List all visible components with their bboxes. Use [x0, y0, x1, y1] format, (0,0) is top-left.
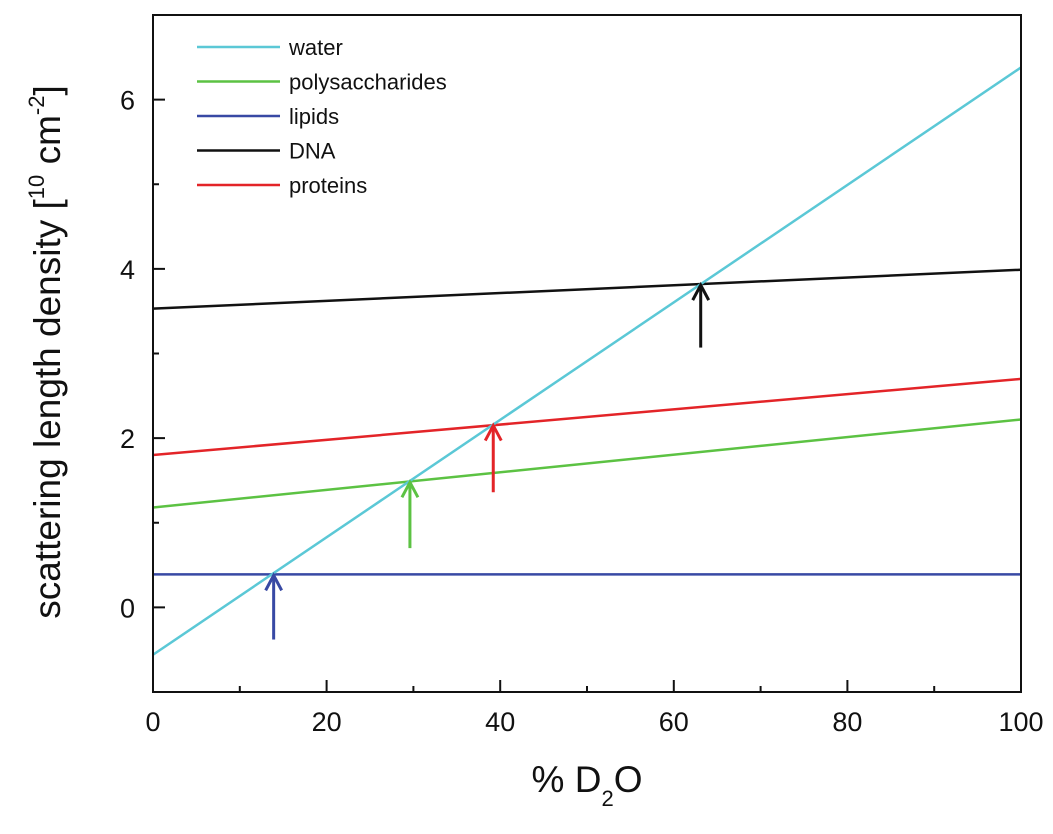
tick-layer: 0 20 40 60 80 100 0 2 4 6 [120, 14, 1044, 737]
y-tick-label: 0 [120, 593, 135, 623]
y-axis-title-unit: cm [27, 115, 68, 175]
legend-label-water: water [288, 35, 343, 60]
x-tick-label: 0 [145, 707, 160, 737]
x-axis-title-subscript: 2 [601, 786, 613, 811]
series-layer [152, 66, 1022, 656]
series-line-DNA [152, 268, 1022, 310]
series-line-polysaccharides [152, 418, 1022, 509]
legend-label-polysaccharides: polysaccharides [289, 70, 447, 95]
y-tick-label: 4 [120, 255, 135, 285]
x-tick-label: 80 [832, 707, 862, 737]
legend: water polysaccharides lipids DNA proteins [197, 35, 447, 198]
y-axis-title-main: scattering length density [ [27, 199, 68, 619]
arrow-head [483, 422, 503, 442]
x-axis-title-prefix: % D [532, 759, 602, 800]
series-line-water [152, 66, 1022, 656]
x-tick-label: 20 [312, 707, 342, 737]
legend-label-lipids: lipids [289, 104, 339, 129]
x-tick-label: 100 [998, 707, 1043, 737]
x-tick-label: 40 [485, 707, 515, 737]
y-axis-title-end: ] [27, 85, 68, 95]
annotation-layer [264, 281, 711, 640]
y-tick-label: 6 [120, 86, 135, 116]
y-tick-label: 2 [120, 424, 135, 454]
x-tick-label: 60 [659, 707, 689, 737]
arrow-head [400, 479, 420, 498]
x-axis-title-suffix: O [614, 759, 643, 800]
arrow-head [264, 572, 283, 592]
series-line-proteins [152, 377, 1022, 457]
arrow-head [691, 281, 711, 301]
y-axis-title: scattering length density [10 cm-2] [24, 85, 68, 619]
y-axis-title-exponent-1: 10 [24, 175, 49, 199]
y-axis-title-exponent-2: -2 [24, 96, 49, 116]
x-axis-title: % D2O [532, 759, 643, 811]
legend-label-proteins: proteins [289, 173, 367, 198]
legend-label-DNA: DNA [289, 139, 336, 164]
plot-frame [152, 14, 1022, 693]
